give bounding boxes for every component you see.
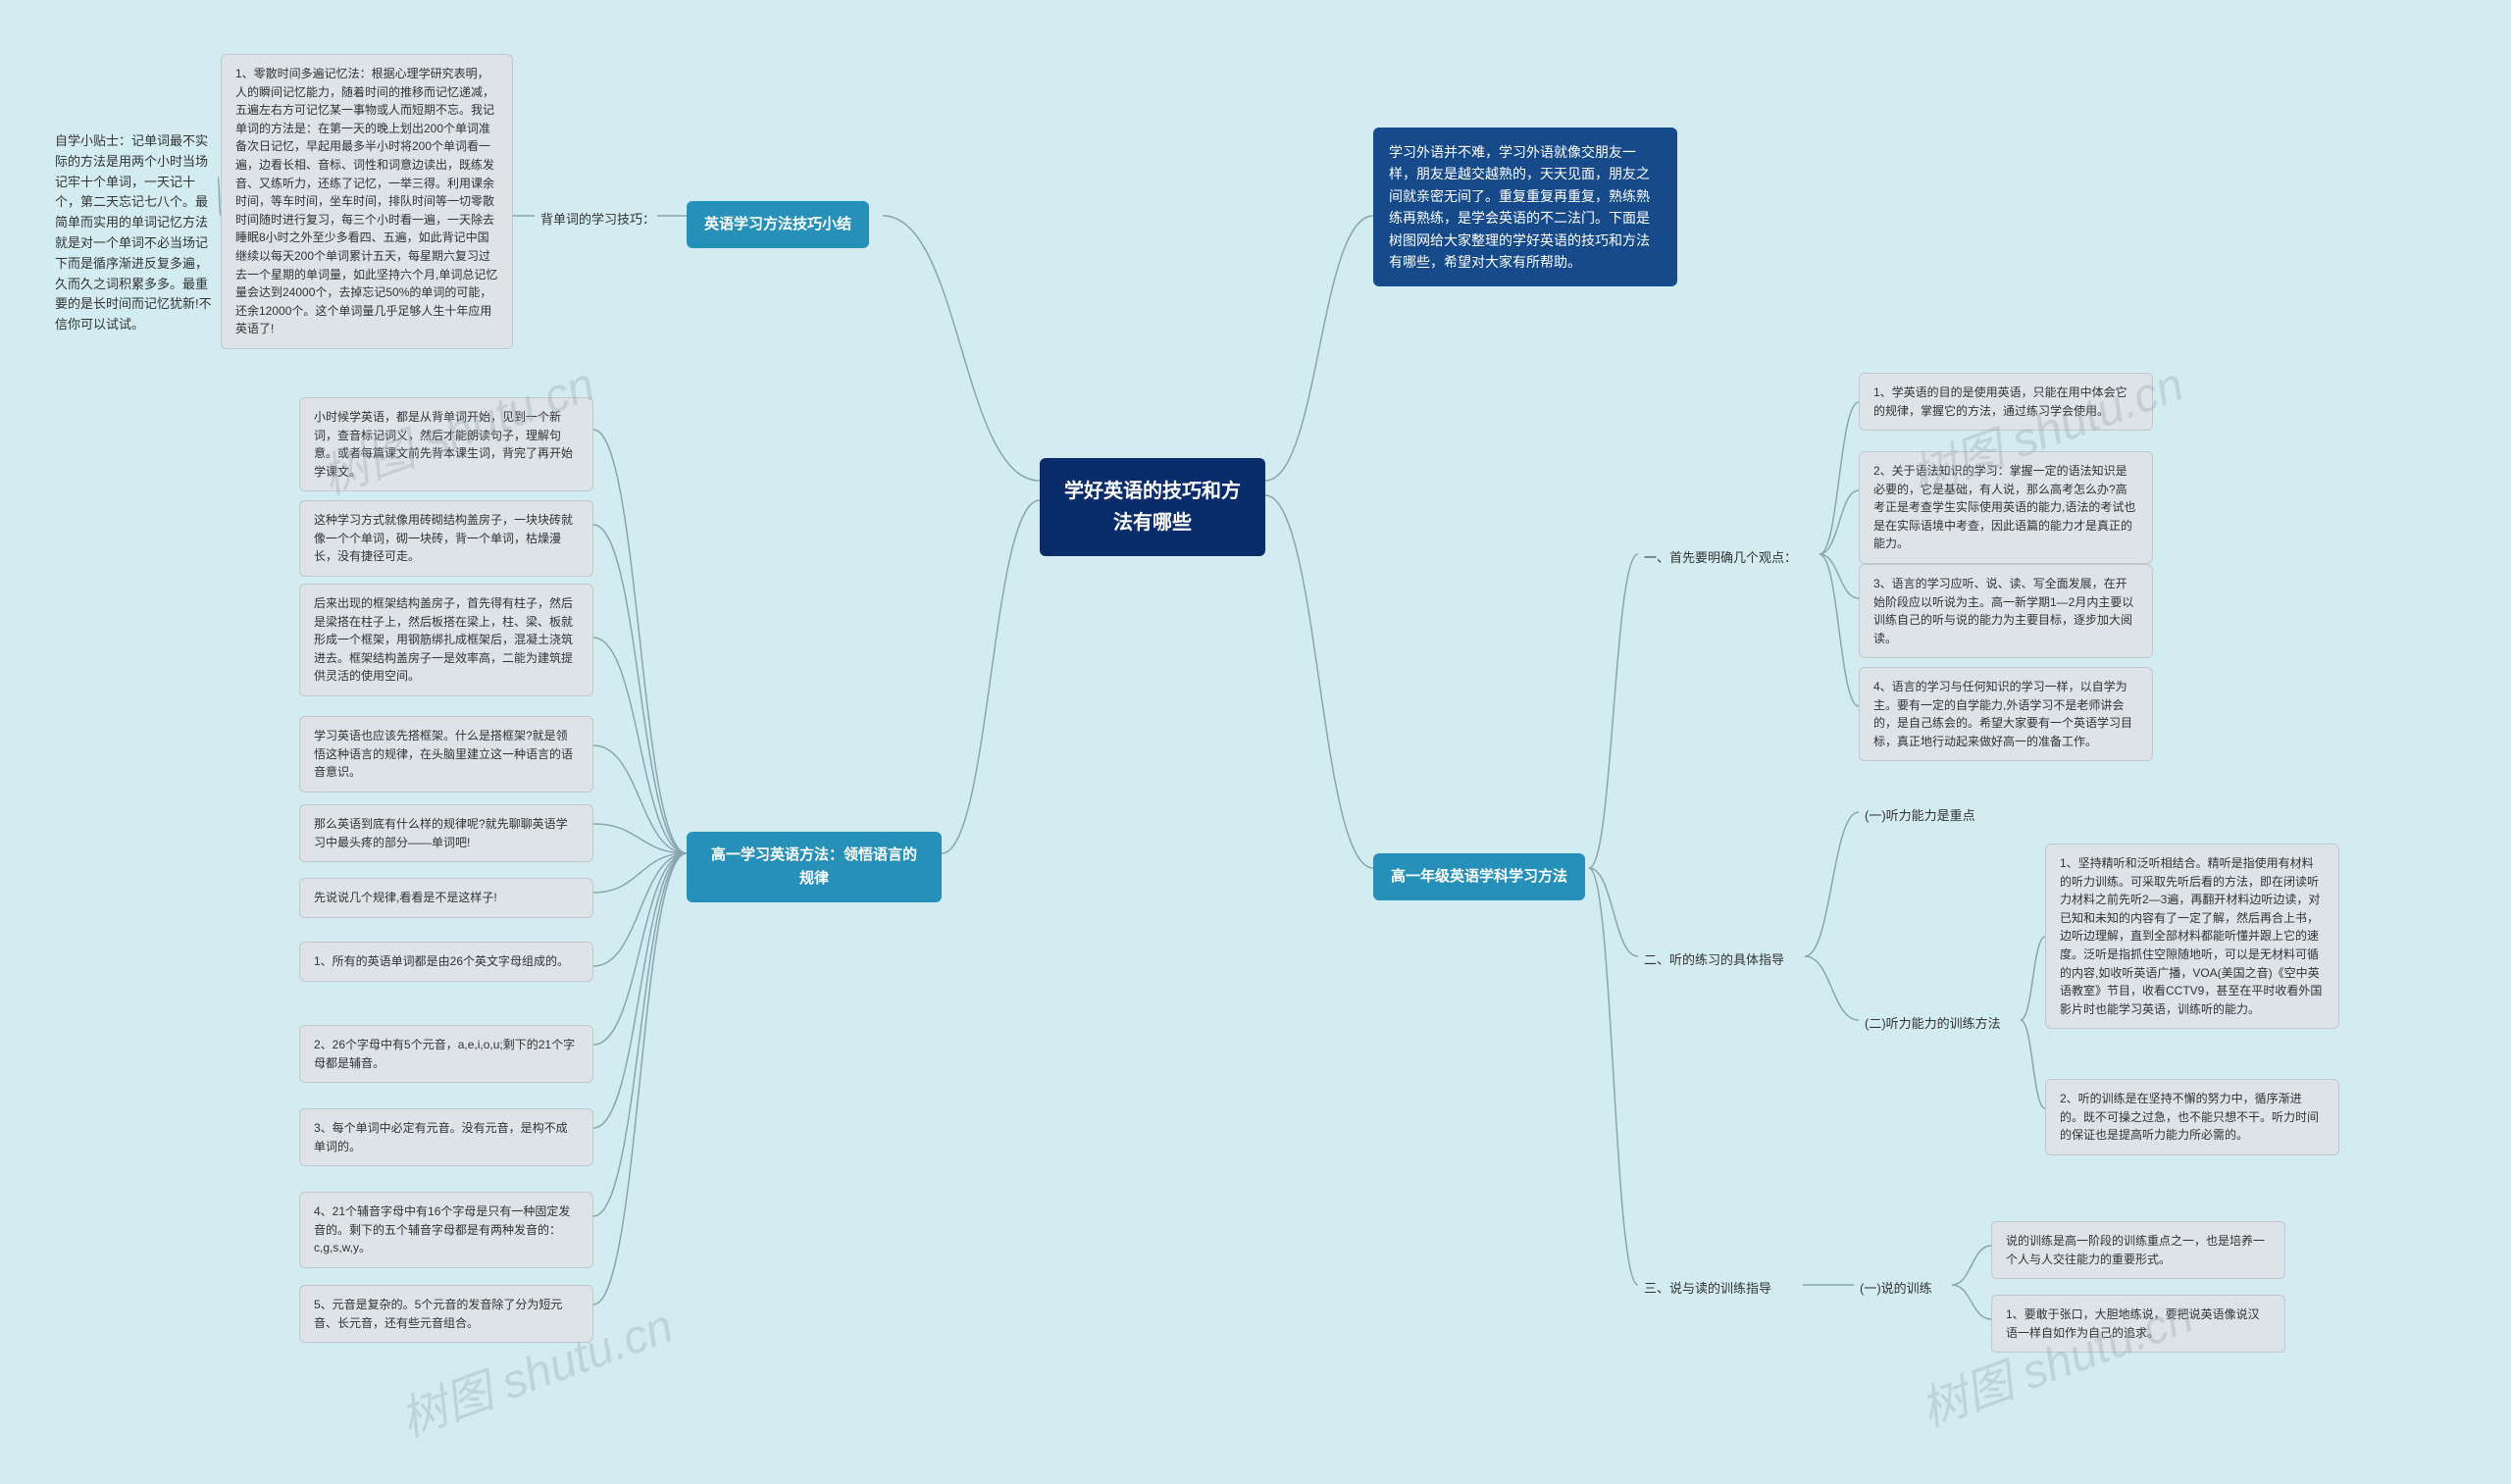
right-sec3-label: 三、说与读的训练指导 <box>1638 1275 1777 1304</box>
left1-main-text: 1、零散时间多遍记忆法：根据心理学研究表明，人的瞬间记忆能力，随着时间的推移而记… <box>221 54 513 349</box>
right-sec1-leaf-1: 2、关于语法知识的学习：掌握一定的语法知识是必要的，它是基础，有人说，那么高考怎… <box>1859 451 2153 564</box>
left2-leaf-5: 先说说几个规律,看看是不是这样子! <box>299 878 593 918</box>
right-sec3-leaf-1: 1、要敢于张口，大胆地练说，要把说英语像说汉语一样自如作为自己的追求。 <box>1991 1295 2285 1353</box>
right-sec3-leaf-0: 说的训练是高一阶段的训练重点之一，也是培养一个人与人交往能力的重要形式。 <box>1991 1221 2285 1279</box>
right-sec2-label: 二、听的练习的具体指导 <box>1638 947 1790 975</box>
right-sec1-leaf-3: 4、语言的学习与任何知识的学习一样，以自学为主。要有一定的自学能力,外语学习不是… <box>1859 667 2153 761</box>
left2-leaf-8: 3、每个单词中必定有元音。没有元音，是构不成单词的。 <box>299 1108 593 1166</box>
left-branch-1-label: 背单词的学习技巧： <box>535 206 661 234</box>
intro-node: 学习外语并不难，学习外语就像交朋友一样，朋友是越交越熟的，天天见面，朋友之间就亲… <box>1373 128 1677 286</box>
left2-leaf-9: 4、21个辅音字母中有16个字母是只有一种固定发音的。剩下的五个辅音字母都是有两… <box>299 1192 593 1268</box>
left-branch-2-title[interactable]: 高一学习英语方法：领悟语言的规律 <box>687 832 942 902</box>
left-branch-1-title[interactable]: 英语学习方法技巧小结 <box>687 201 869 248</box>
left2-leaf-0: 小时候学英语，都是从背单词开始，见到一个新词，查音标记词义，然后才能朗读句子，理… <box>299 397 593 491</box>
right-sec1-leaf-2: 3、语言的学习应听、说、读、写全面发展，在开始阶段应以听说为主。高一新学期1—2… <box>1859 564 2153 658</box>
right-sec1-label: 一、首先要明确几个观点： <box>1638 544 1803 573</box>
right-sec1-leaf-0: 1、学英语的目的是使用英语，只能在用中体会它的规律，掌握它的方法，通过练习学会使… <box>1859 373 2153 431</box>
left2-leaf-10: 5、元音是复杂的。5个元音的发音除了分为短元音、长元音，还有些元音组合。 <box>299 1285 593 1343</box>
left1-tip-label: 自学小贴士：记单词最不实际的方法是用两个小时当场记牢十个单词，一天记十个，第二天… <box>49 128 221 339</box>
center-node[interactable]: 学好英语的技巧和方法有哪些 <box>1040 458 1265 556</box>
left2-leaf-3: 学习英语也应该先搭框架。什么是搭框架?就是领悟这种语言的规律，在头脑里建立这一种… <box>299 716 593 793</box>
tip-label: 自学小贴士： <box>55 133 131 148</box>
right-sec2-sub2: (二)听力能力的训练方法 <box>1859 1010 2007 1039</box>
right-branch-title[interactable]: 高一年级英语学科学习方法 <box>1373 853 1585 900</box>
right-sec2-sub1: (一)听力能力是重点 <box>1859 802 1981 831</box>
left2-leaf-7: 2、26个字母中有5个元音，a,e,i,o,u;剩下的21个字母都是辅音。 <box>299 1025 593 1083</box>
right-sec3-sub: (一)说的训练 <box>1854 1275 1938 1304</box>
tip-text: 记单词最不实际的方法是用两个小时当场记牢十个单词，一天记十个，第二天忘记七八个。… <box>55 133 212 332</box>
left2-leaf-4: 那么英语到底有什么样的规律呢?就先聊聊英语学习中最头疼的部分——单词吧! <box>299 804 593 862</box>
left2-leaf-1: 这种学习方式就像用砖砌结构盖房子，一块块砖就像一个个单词，砌一块砖，背一个单词，… <box>299 500 593 577</box>
left2-leaf-2: 后来出现的框架结构盖房子，首先得有柱子，然后是梁搭在柱子上，然后板搭在梁上，柱、… <box>299 584 593 696</box>
right-sec2-method-1: 2、听的训练是在坚持不懈的努力中，循序渐进的。既不可操之过急，也不能只想不干。听… <box>2045 1079 2339 1155</box>
right-sec2-method-0: 1、坚持精听和泛听相结合。精听是指使用有材料的听力训练。可采取先听后看的方法，即… <box>2045 844 2339 1029</box>
left2-leaf-6: 1、所有的英语单词都是由26个英文字母组成的。 <box>299 942 593 982</box>
